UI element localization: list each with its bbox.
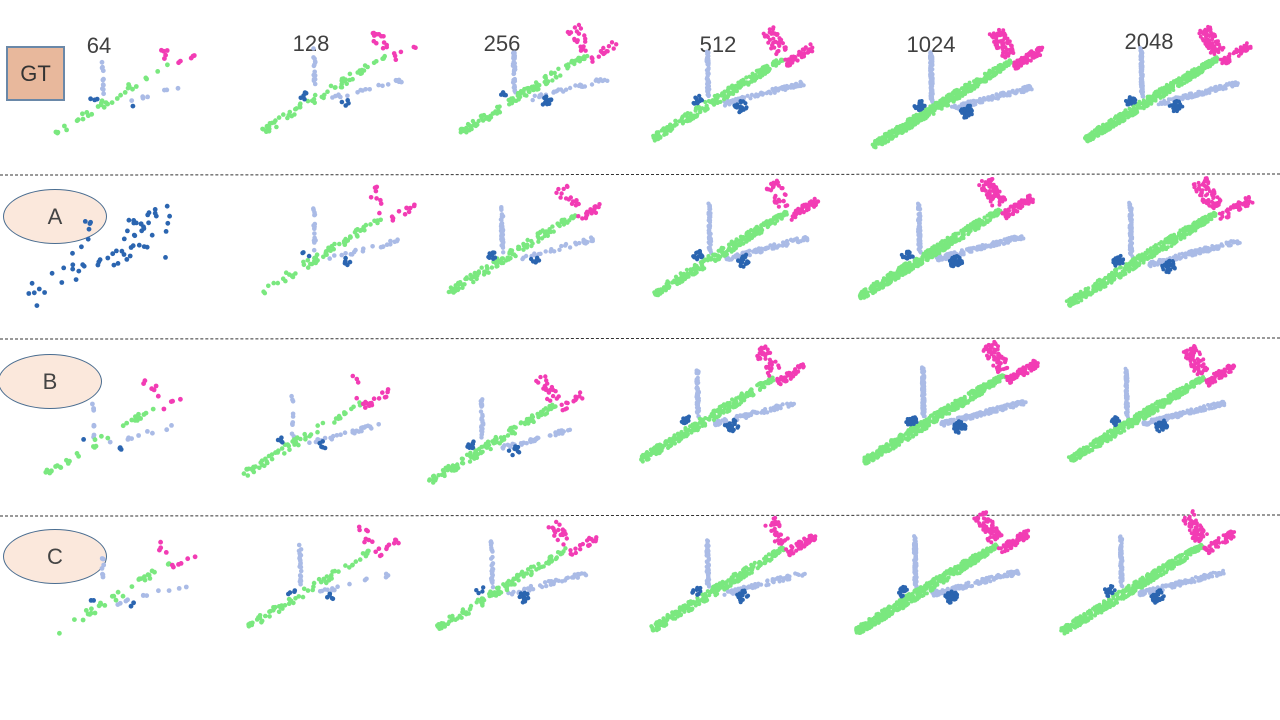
column-header-2048: 2048	[1124, 29, 1174, 54]
point-cloud-row2-col6	[1064, 176, 1255, 308]
point-cloud-row4-col1	[57, 539, 198, 636]
point-cloud-row3-col6	[1066, 344, 1237, 463]
point-cloud-row1-col3	[458, 22, 619, 135]
point-cloud-row3-col3	[427, 374, 585, 485]
point-cloud-row4-col4	[649, 515, 818, 633]
point-cloud-row4-col5	[854, 510, 1031, 635]
point-cloud-row2-col5	[857, 177, 1035, 301]
point-cloud-row3-col4	[639, 344, 806, 464]
point-cloud-row3-col2	[241, 373, 391, 478]
row-label-gt: GT	[6, 46, 65, 101]
point-cloud-row4-col2	[246, 524, 401, 629]
row-label-b: B	[0, 354, 102, 409]
point-cloud-row3-col5	[862, 339, 1040, 466]
point-cloud-row2-col1	[26, 203, 173, 308]
point-cloud-row2-col2	[261, 184, 417, 296]
point-cloud-row1-col6	[1083, 24, 1253, 144]
point-cloud-row2-col4	[652, 178, 821, 298]
point-cloud-row1-col2	[260, 30, 418, 134]
point-cloud-row4-col6	[1059, 509, 1237, 636]
point-cloud-row1-col1	[53, 47, 197, 136]
point-cloud-row4-col3	[435, 519, 599, 631]
point-cloud-row1-col5	[870, 27, 1045, 150]
column-header-128: 128	[292, 31, 330, 56]
point-cloud-row1-col4	[651, 25, 815, 143]
row-label-a: A	[3, 189, 107, 244]
column-header-64: 64	[86, 33, 112, 58]
point-cloud-row2-col3	[446, 183, 602, 295]
row-label-c: C	[3, 529, 107, 584]
point-cloud-row3-col1	[43, 378, 183, 476]
